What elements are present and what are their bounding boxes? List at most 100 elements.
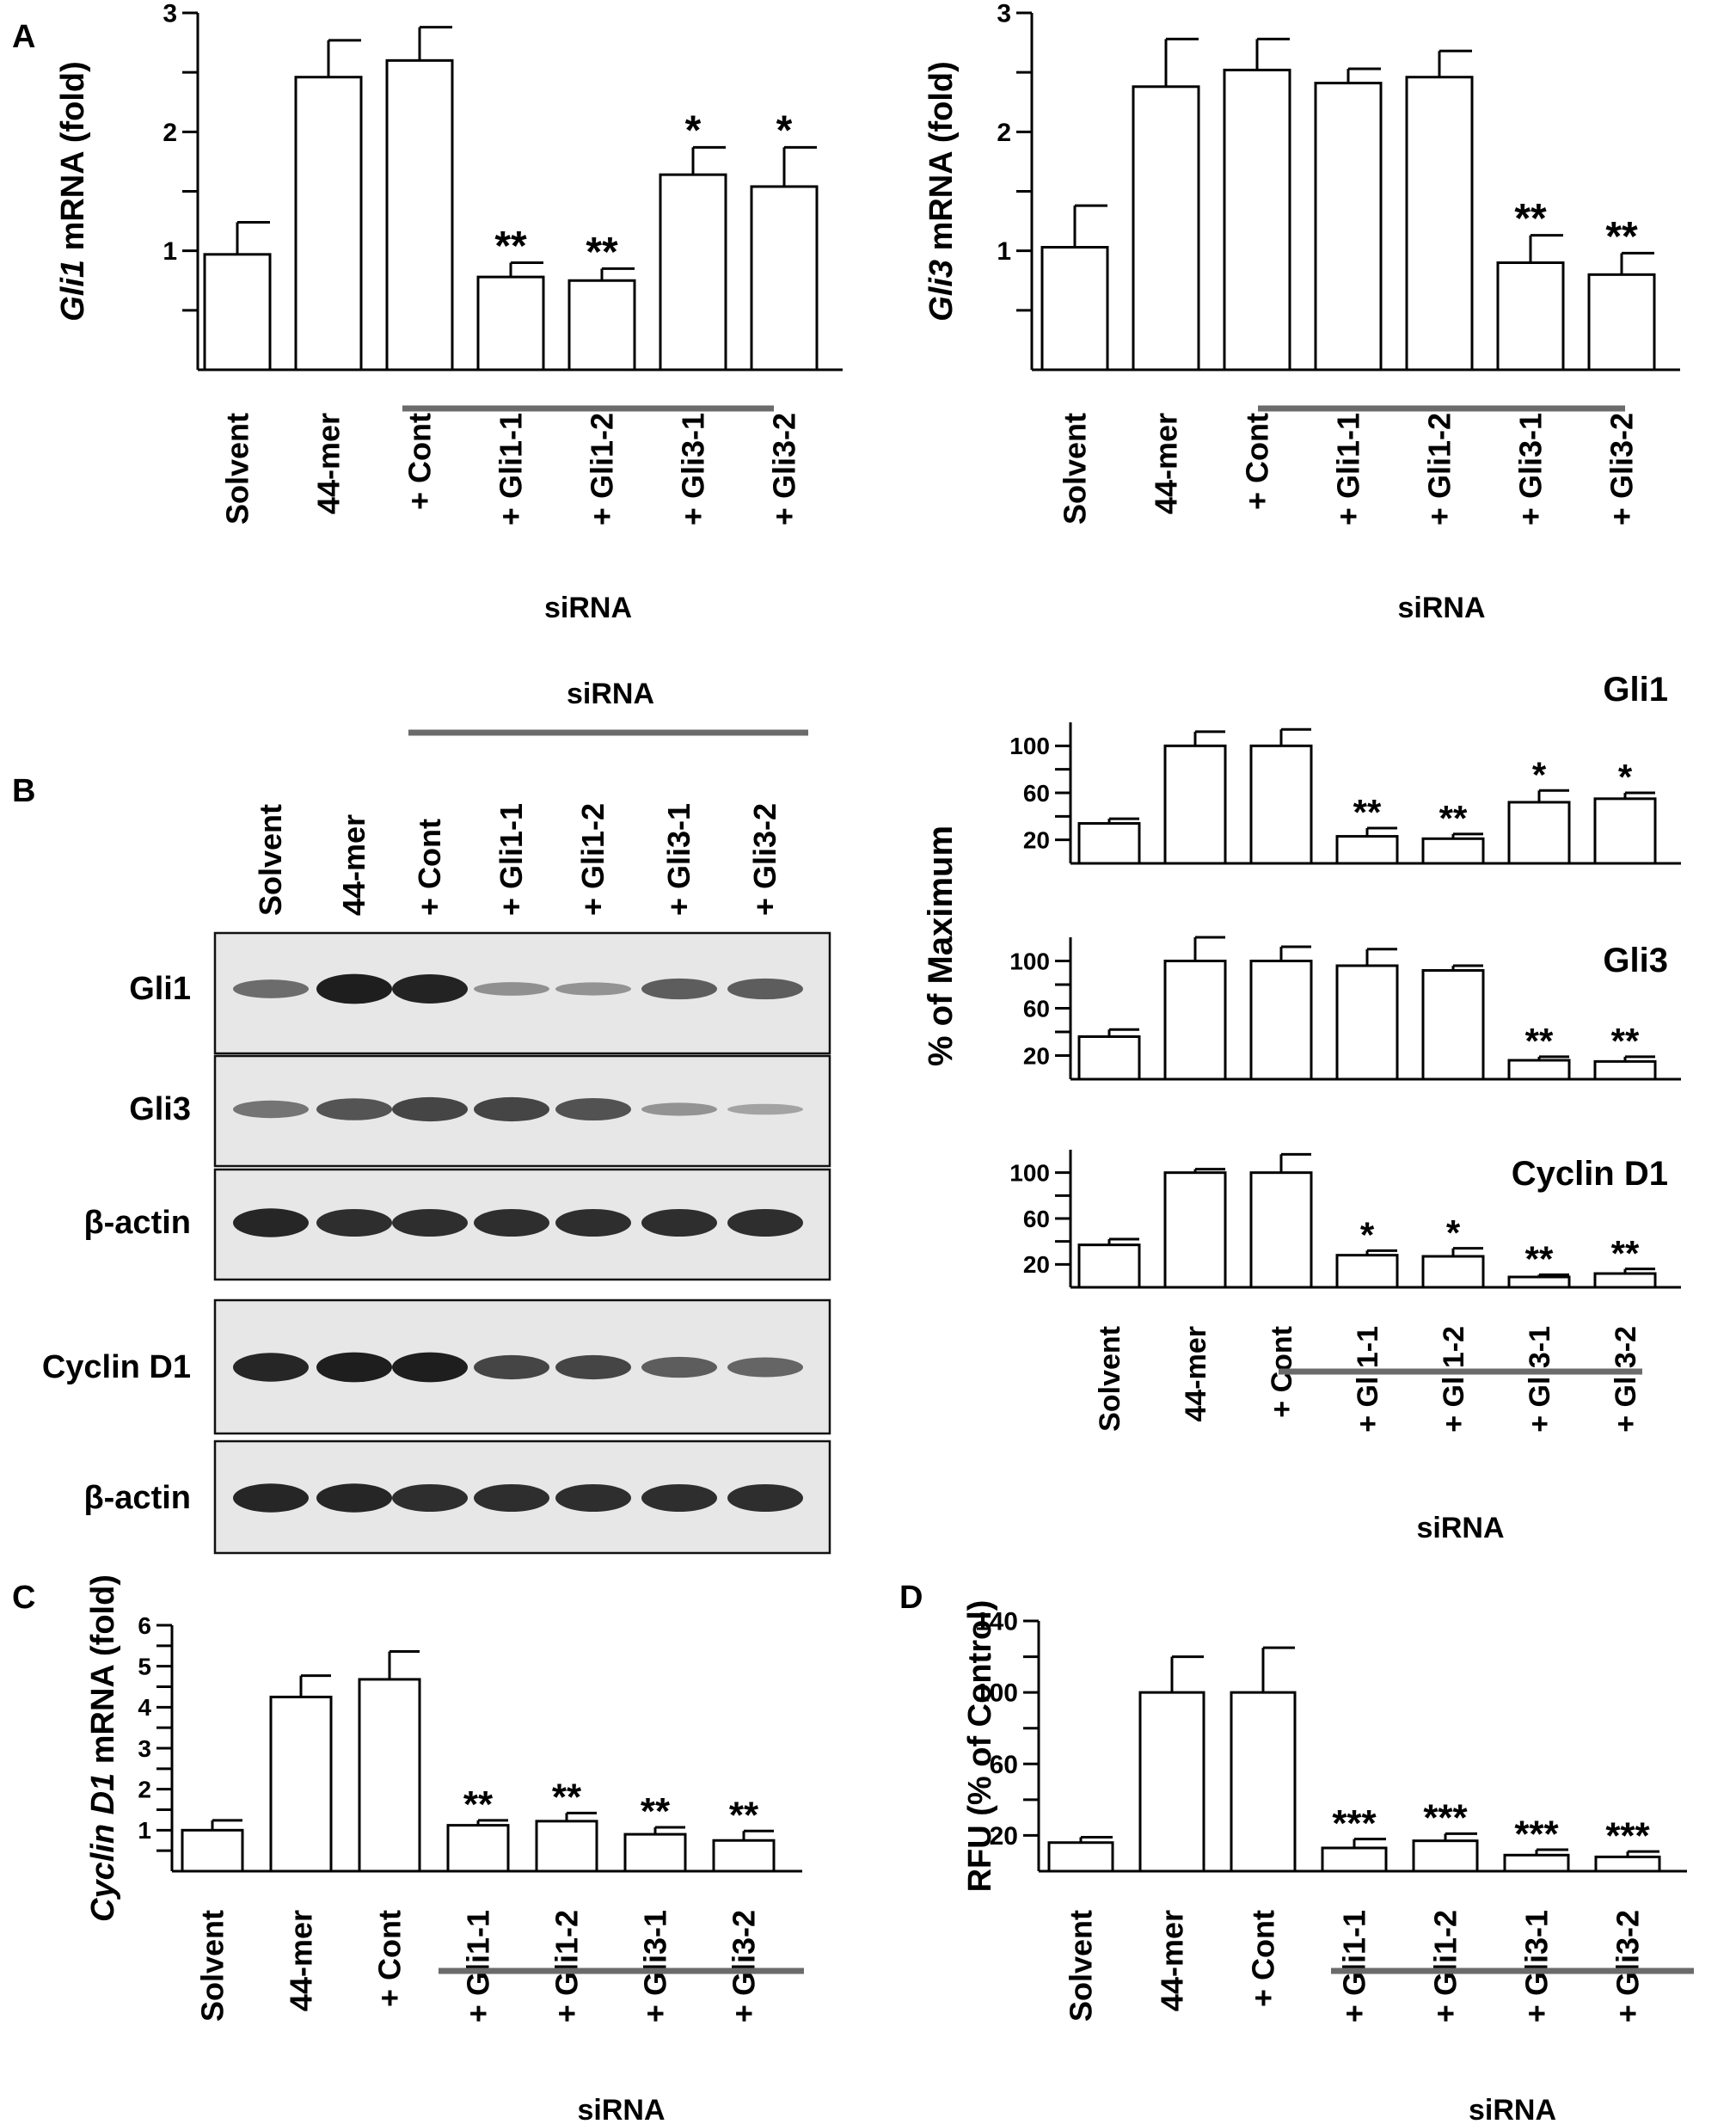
- category-label: + Gli3-1: [1519, 1910, 1555, 2023]
- y-axis-label: Gli3 mRNA (fold): [923, 61, 960, 322]
- category-label: + Gli3-2: [727, 1910, 762, 2023]
- y-tick-label: 20: [1023, 1042, 1050, 1069]
- y-tick-label: 100: [975, 1679, 1018, 1708]
- bar: [659, 173, 727, 371]
- blot-band: [392, 1483, 468, 1513]
- group-label: siRNA: [1397, 592, 1485, 624]
- lane-label: 44-mer: [336, 814, 371, 916]
- bar: [1335, 835, 1399, 865]
- significance-mark: **: [1514, 196, 1547, 242]
- y-tick-label: 100: [1009, 733, 1050, 759]
- group-label: siRNA: [1469, 2094, 1556, 2124]
- category-label: 44-mer: [1180, 1326, 1212, 1422]
- bar: [623, 1832, 687, 1873]
- bar: [1077, 822, 1141, 865]
- significance-mark: **: [552, 1777, 582, 1819]
- blot-row-label: Gli1: [129, 971, 191, 1007]
- significance-mark: **: [1525, 1021, 1554, 1061]
- blot-band: [233, 1353, 309, 1382]
- blot-band: [316, 1352, 392, 1383]
- bar: [203, 253, 272, 371]
- y-tick-label: 2: [138, 1776, 151, 1802]
- blot-row-label: Cyclin D1: [42, 1349, 191, 1385]
- y-tick-label: 60: [990, 1751, 1018, 1779]
- y-axis-label-gene: Gli3: [923, 260, 960, 322]
- blot-band: [641, 1208, 717, 1237]
- significance-mark: *: [1618, 757, 1633, 797]
- category-label: 44-mer: [284, 1910, 319, 2011]
- category-label: + Gli3-1: [676, 413, 711, 525]
- y-axis-label-unit: mRNA (fold): [85, 1575, 121, 1773]
- significance-mark: **: [1605, 214, 1638, 260]
- bar: [269, 1695, 333, 1873]
- y-tick-label: 3: [138, 1735, 151, 1762]
- blot-band: [316, 973, 392, 1004]
- bar: [1503, 1853, 1570, 1873]
- bar: [567, 279, 636, 371]
- category-label: + Gli3-2: [1610, 1326, 1642, 1433]
- blot-frame: [213, 931, 831, 1055]
- blot-row: Cyclin D1: [42, 1298, 831, 1435]
- blot-band: [233, 979, 309, 998]
- blot-band: [316, 1098, 392, 1120]
- western-blot: siRNA Solvent 44-mer + Cont + Gli1-1 + Gli1-2…: [42, 678, 831, 1555]
- category-label: + Gli3-1: [1513, 413, 1549, 525]
- lane-label: + Gli3-2: [747, 803, 782, 916]
- y-tick-label: 2: [997, 119, 1011, 147]
- blot-band: [555, 1354, 631, 1380]
- category-label: + Gli1-1: [1352, 1326, 1384, 1433]
- significance-mark: *: [685, 108, 702, 154]
- blot-band: [474, 1096, 549, 1122]
- bar: [1138, 1691, 1205, 1873]
- bar: [358, 1678, 421, 1873]
- category-label: + Cont: [1240, 413, 1275, 510]
- category-label: 44-mer: [1155, 1910, 1190, 2011]
- blot-row-label: β-actin: [83, 1205, 191, 1241]
- blot-row: β-actin: [83, 1168, 831, 1281]
- significance-mark: ***: [1605, 1814, 1650, 1857]
- y-axis-label-shared: % of Maximum: [922, 826, 960, 1066]
- group-label: siRNA: [577, 2094, 665, 2124]
- significance-mark: ***: [1332, 1802, 1377, 1845]
- significance-mark: *: [776, 108, 793, 154]
- bar: [1132, 85, 1200, 371]
- lane-label: + Gli1-2: [575, 803, 610, 916]
- y-tick-label: 60: [1023, 995, 1050, 1022]
- bar: [1587, 273, 1656, 371]
- significance-mark: *: [1446, 1212, 1461, 1253]
- bar: [1163, 960, 1227, 1081]
- y-tick-label: 60: [1023, 1206, 1050, 1232]
- bar: [1230, 1691, 1297, 1873]
- category-label: Solvent: [1064, 1910, 1099, 2022]
- y-axis-label: Cyclin D1 mRNA (fold): [85, 1575, 121, 1922]
- bar: [1314, 82, 1383, 371]
- chart-rfu: 20 60 100 140 Solvent 44-mer + Cont *** + Gli1-1…: [962, 1600, 1694, 2124]
- blot-band: [555, 1483, 631, 1513]
- bar: [1249, 960, 1313, 1081]
- blot-band: [316, 1208, 392, 1237]
- panel-label-d: D: [899, 1580, 923, 1616]
- y-tick-label: 20: [1023, 1251, 1050, 1278]
- blot-band: [233, 1100, 309, 1119]
- category-label: + Gli1-2: [1422, 413, 1457, 525]
- bar: [476, 275, 545, 371]
- panel-label-c: C: [12, 1580, 35, 1616]
- panel-label-b: B: [12, 773, 35, 809]
- significance-mark: **: [463, 1783, 494, 1826]
- bar: [1249, 1171, 1313, 1289]
- chart-b_gli3: 20 60 100 ** ** Gli3: [1009, 936, 1681, 1081]
- y-axis-label-gene: Gli1: [55, 260, 91, 322]
- bar: [712, 1839, 776, 1873]
- y-tick-label: 2: [163, 119, 177, 147]
- blot-band: [641, 1102, 717, 1116]
- bar: [1321, 1846, 1388, 1873]
- category-label: + Gli3-2: [1604, 413, 1640, 525]
- y-tick-label: 1: [138, 1817, 151, 1844]
- bar: [294, 76, 363, 371]
- y-axis-label-gene: Cyclin D1: [85, 1773, 121, 1922]
- blot-band: [392, 1208, 468, 1237]
- bar: [385, 58, 454, 371]
- bar: [1077, 1243, 1141, 1289]
- bar: [1421, 1255, 1485, 1289]
